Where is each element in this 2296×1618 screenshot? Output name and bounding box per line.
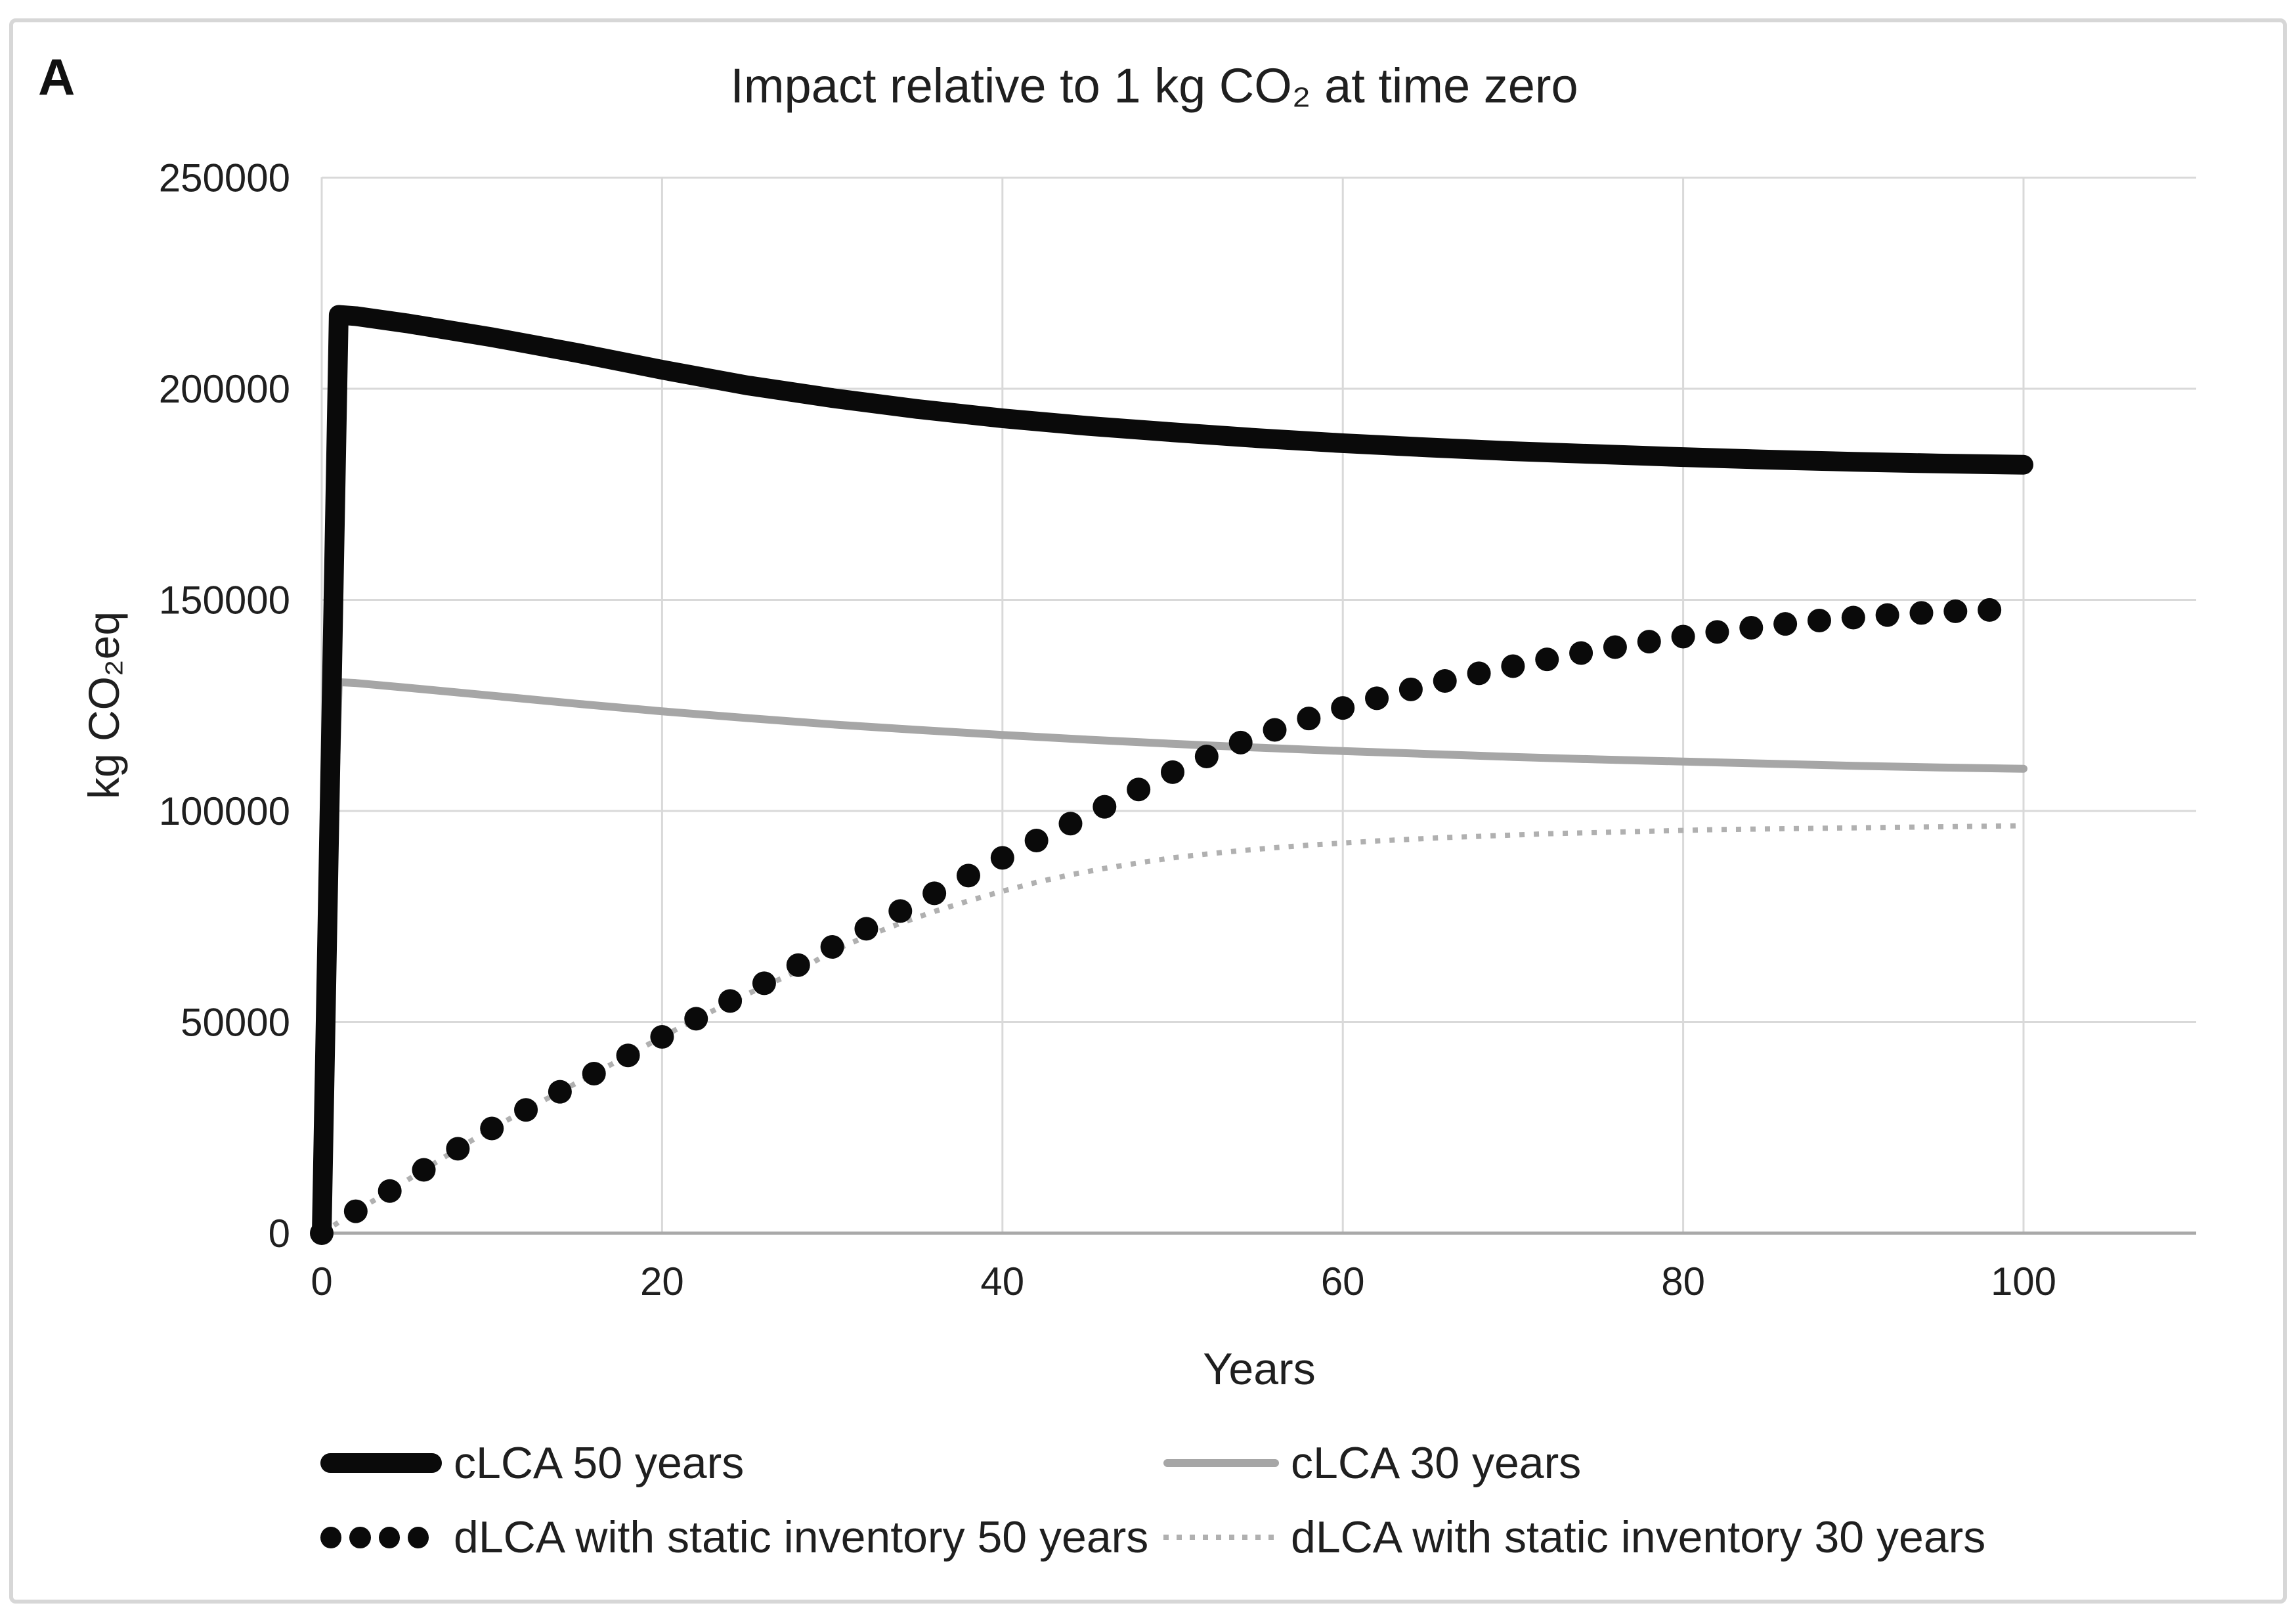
legend-label-dlca-30: dLCA with static inventory 30 years [1291, 1512, 1986, 1562]
x-axis-title: Years [1203, 1344, 1316, 1394]
series-dlca_static_50 [310, 598, 2002, 1245]
legend-item-dlca-50: dLCA with static inventory 50 years [320, 1512, 1148, 1562]
tick-labels: 0 50000 100000 150000 200000 250000 0 20 40 60 80 1… [159, 156, 2056, 1304]
legend-label-dlca-50: dLCA with static inventory 50 years [454, 1512, 1149, 1562]
gray-line-swatch-icon [1163, 1459, 1279, 1467]
legend-label-clca-50: cLCA 50 years [454, 1438, 745, 1488]
x-tick-label: 100 [1991, 1259, 2056, 1303]
y-tick-label: 50000 [181, 1001, 290, 1045]
legend-item-clca-30: cLCA 30 years [1163, 1438, 1581, 1488]
thick-line-swatch-icon [320, 1453, 442, 1473]
gridlines [316, 177, 2196, 1235]
x-tick-label: 0 [311, 1259, 332, 1303]
x-tick-label: 80 [1661, 1259, 1705, 1303]
y-tick-label: 200000 [159, 367, 290, 411]
chart-title: Impact relative to 1 kg CO₂ at time zero [730, 58, 1578, 113]
series-dlca_static_30 [320, 823, 2024, 1236]
y-tick-label: 250000 [159, 156, 290, 200]
gray-dotted-swatch-icon [1163, 1535, 1279, 1540]
y-tick-label: 150000 [159, 579, 290, 623]
legend-item-dlca-30: dLCA with static inventory 30 years [1163, 1512, 1985, 1562]
y-tick-label: 0 [269, 1212, 290, 1256]
x-tick-label: 40 [980, 1259, 1024, 1303]
y-tick-label: 100000 [159, 789, 290, 833]
series-clca_30 [318, 678, 2027, 1237]
legend-item-clca-50: cLCA 50 years [320, 1438, 744, 1488]
figure-border [9, 18, 2287, 1604]
panel-label: A [38, 48, 76, 106]
black-dots-swatch-icon [320, 1526, 429, 1548]
x-tick-label: 60 [1321, 1259, 1365, 1303]
x-tick-label: 20 [640, 1259, 684, 1303]
series-clca_50 [312, 305, 2033, 1243]
legend-label-clca-30: cLCA 30 years [1291, 1438, 1582, 1488]
